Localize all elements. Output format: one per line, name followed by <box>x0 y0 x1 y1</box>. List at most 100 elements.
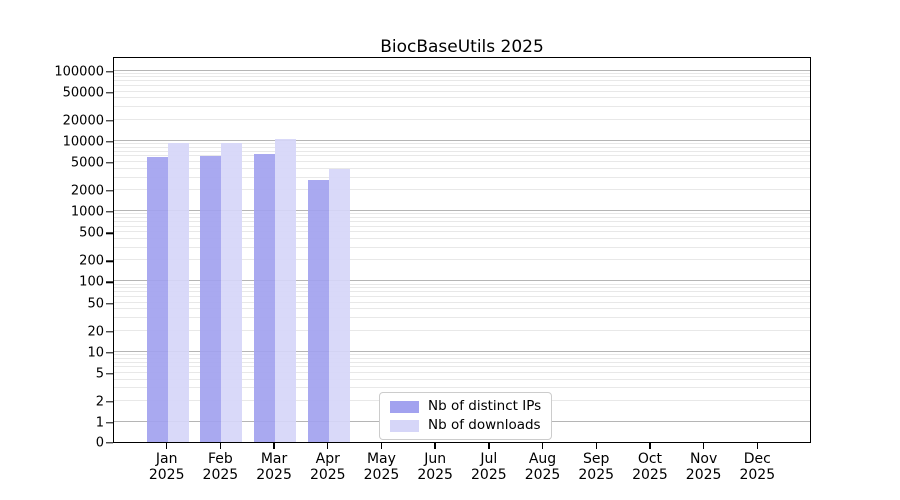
y-grid-minor <box>114 146 810 148</box>
y-grid-minor <box>114 160 810 162</box>
x-tick-mark <box>380 443 383 449</box>
y-grid-major <box>114 139 810 141</box>
x-tick-label: Jun 2025 <box>417 451 453 483</box>
y-tick-mark <box>106 190 113 192</box>
y-grid-major <box>114 350 810 352</box>
bar-distinct-ips-mar <box>254 153 276 442</box>
x-tick-mark <box>649 443 651 449</box>
legend-swatch-downloads-icon <box>390 419 419 432</box>
y-grid-minor <box>114 259 810 261</box>
y-grid-minor <box>114 72 810 74</box>
x-tick-mark <box>165 443 168 449</box>
x-tick-label: Aug 2025 <box>524 451 561 483</box>
bar-distinct-ips-jan <box>146 157 168 442</box>
x-tick-mark <box>702 443 705 449</box>
legend-item-distinct-ips: Nb of distinct IPs <box>390 399 541 414</box>
y-tick-label: 50 <box>87 296 104 312</box>
legend-label-distinct-ips: Nb of distinct IPs <box>428 398 542 414</box>
x-tick-label: Mar 2025 <box>256 451 292 483</box>
y-grid-minor <box>114 246 810 248</box>
y-grid-minor <box>114 221 810 222</box>
y-tick-mark <box>106 302 113 305</box>
y-grid-minor <box>114 118 810 120</box>
y-grid-minor <box>114 216 810 218</box>
y-tick-label: 0 <box>95 435 104 451</box>
y-grid-minor <box>114 366 810 368</box>
plot-area: Nb of distinct IPs Nb of downloads <box>113 57 811 443</box>
y-grid-minor <box>114 176 810 178</box>
y-grid-minor <box>114 291 810 293</box>
y-grid-minor <box>114 155 810 157</box>
x-tick-mark <box>219 443 222 449</box>
y-tick-mark <box>106 119 113 122</box>
y-tick-label: 500 <box>79 225 104 241</box>
x-tick-mark <box>327 443 329 449</box>
y-grid-minor <box>114 143 810 145</box>
x-tick-label: Jul 2025 <box>471 451 507 483</box>
y-grid-minor <box>114 301 810 303</box>
x-tick-mark <box>488 443 490 449</box>
y-grid-minor <box>114 76 810 78</box>
y-tick-mark <box>106 281 113 284</box>
legend-swatch-distinct-ips-icon <box>390 400 419 413</box>
y-tick-mark <box>106 211 113 213</box>
y-tick-label: 10 <box>87 345 104 361</box>
y-tick-label: 1 <box>95 415 104 431</box>
y-tick-label: 100 <box>79 274 104 290</box>
y-tick-mark <box>106 70 113 73</box>
y-grid-minor <box>114 283 810 285</box>
y-tick-mark <box>106 141 113 143</box>
y-tick-mark <box>106 232 113 234</box>
y-tick-mark <box>106 422 113 424</box>
bar-downloads-feb <box>221 143 243 442</box>
x-tick-mark <box>541 443 544 449</box>
y-tick-label: 20 <box>87 324 104 340</box>
y-grid-minor <box>114 167 810 169</box>
legend-item-downloads: Nb of downloads <box>390 418 541 433</box>
y-tick-label: 1000 <box>70 204 104 220</box>
y-tick-mark <box>106 442 113 444</box>
y-grid-minor <box>114 80 810 82</box>
y-tick-mark <box>106 162 113 164</box>
y-grid-minor <box>114 357 810 359</box>
y-grid-minor <box>114 106 810 108</box>
y-grid-minor <box>114 317 810 319</box>
chart-title: BiocBaseUtils 2025 <box>380 37 544 57</box>
bar-distinct-ips-feb <box>200 156 222 442</box>
y-grid-minor <box>114 238 810 240</box>
y-tick-mark <box>106 260 113 262</box>
x-tick-mark <box>595 443 597 449</box>
y-tick-label: 5 <box>95 366 104 382</box>
y-tick-label: 200 <box>79 253 104 269</box>
y-grid-major <box>114 280 810 282</box>
y-tick-mark <box>106 351 113 354</box>
y-grid-minor <box>114 225 810 227</box>
y-grid-minor <box>114 287 810 289</box>
y-grid-minor <box>114 378 810 380</box>
y-grid-minor <box>114 85 810 87</box>
bar-downloads-mar <box>275 139 297 442</box>
x-tick-label: Sep 2025 <box>578 451 615 483</box>
y-grid-minor <box>114 231 810 233</box>
y-grid-minor <box>114 353 810 355</box>
legend-label-downloads: Nb of downloads <box>428 417 541 433</box>
y-grid-minor <box>114 97 810 99</box>
y-tick-label: 5000 <box>70 155 104 171</box>
x-tick-label: Dec 2025 <box>739 451 776 483</box>
y-tick-label: 100000 <box>54 64 104 79</box>
y-grid-minor <box>114 213 810 215</box>
y-tick-mark <box>106 373 113 375</box>
y-grid-minor <box>114 371 810 373</box>
y-grid-minor <box>114 188 810 190</box>
bar-distinct-ips-apr <box>307 179 329 442</box>
y-grid-minor <box>114 150 810 152</box>
x-tick-label: Apr 2025 <box>309 451 346 483</box>
x-tick-mark <box>434 443 436 449</box>
y-grid-minor <box>114 329 810 331</box>
y-grid-minor <box>114 308 810 310</box>
y-tick-label: 10000 <box>62 134 104 150</box>
y-tick-mark <box>106 91 113 94</box>
y-grid-minor <box>114 387 810 389</box>
y-tick-label: 50000 <box>62 85 104 101</box>
